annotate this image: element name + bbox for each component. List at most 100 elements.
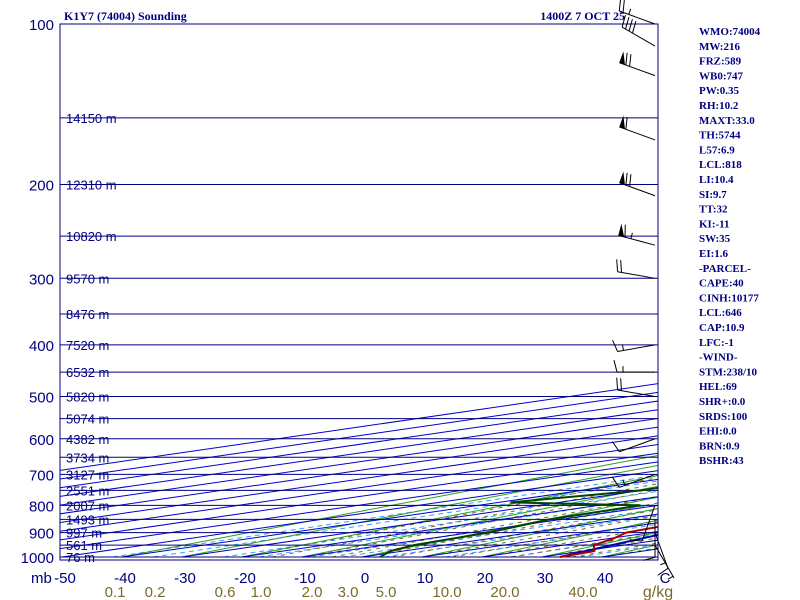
wind-barb-half-flag (667, 575, 674, 580)
mixing-ratio-label: 0.6 (215, 584, 236, 600)
sounding-index: HEL:69 (699, 381, 737, 393)
pressure-unit-label: mb (31, 570, 52, 587)
wind-barb (616, 377, 656, 398)
pressure-label: 600 (29, 432, 54, 449)
mixing-ratio-label: 0.2 (145, 584, 166, 600)
sounding-index: TT:32 (699, 204, 728, 216)
height-label: 10820 m (66, 229, 117, 244)
wind-barb-flag (622, 0, 625, 13)
mixing-ratio-label: 1.0 (251, 584, 272, 600)
pressure-label: 900 (29, 526, 54, 543)
wind-barb (616, 259, 656, 279)
background-grid (60, 24, 658, 558)
height-label: 5074 m (66, 412, 109, 427)
sounding-index: BRN:0.9 (699, 440, 740, 452)
mixing-ratio-label: 0.1 (105, 584, 126, 600)
height-labels: 14150 m 12310 m 10820 m 9570 m 8476 m 7520 m 6… (66, 111, 117, 565)
wind-barb-flag (620, 260, 623, 273)
sounding-index: CAP:10.9 (699, 322, 745, 334)
isotherm-line (60, 383, 658, 471)
temperature-label: 40 (597, 570, 614, 587)
wind-barb-staff (617, 344, 656, 352)
pressure-label: 800 (29, 498, 54, 515)
sounding-index: SW:35 (699, 233, 731, 245)
mixing-ratio-label: 40.0 (568, 584, 597, 600)
wind-barb-flag (625, 17, 630, 30)
temperature-profile-line (559, 525, 658, 558)
wind-barb-half-flag (628, 8, 632, 15)
wind-barb-staff (641, 505, 656, 542)
wind-barb (654, 544, 675, 580)
wind-barb-staff (617, 271, 656, 279)
wind-barbs (611, 0, 675, 580)
temperature-label: -40 (114, 570, 136, 587)
sounding-index: BSHR:43 (699, 455, 744, 467)
plot-frame (59, 23, 659, 561)
height-label: 4382 m (66, 432, 109, 447)
height-label: 8476 m (66, 307, 109, 322)
wind-barb-flag (629, 539, 643, 542)
height-label: 997 m (66, 526, 102, 541)
wind-barb-staff (654, 544, 675, 579)
sounding-index: CINH:10177 (699, 292, 759, 304)
sounding-index: LCL:818 (699, 159, 742, 171)
sounding-index: LCL:646 (699, 307, 742, 319)
isotherm-line (60, 409, 658, 497)
sounding-index: STM:238/10 (699, 366, 758, 378)
sounding-index: LI:10.4 (699, 174, 734, 186)
moist-adiabat-line (391, 509, 658, 558)
moist-adiabat-line (331, 495, 658, 558)
wind-barb-half-flag (621, 344, 624, 351)
temperature-label: -20 (234, 570, 256, 587)
temperature-label: -30 (174, 570, 196, 587)
wind-barb-pennant (619, 51, 625, 65)
wind-barb-flag (613, 360, 618, 373)
station-title: K1Y7 (74004) Sounding (64, 9, 187, 23)
pressure-label: 200 (29, 177, 54, 194)
wind-barb (629, 505, 656, 542)
temperature-label: 20 (477, 570, 494, 587)
wind-barb-flag (628, 19, 633, 32)
wind-barb-flag (625, 52, 628, 66)
isotherm-line (60, 452, 658, 541)
wind-barb (619, 115, 656, 141)
height-label: 2551 m (66, 483, 109, 498)
pressure-label: 100 (29, 17, 54, 34)
mixing-ratio-line (384, 514, 658, 558)
sounding-index: EHI:0.0 (699, 426, 737, 438)
height-label: 76 m (66, 550, 95, 565)
sounding-index: WB0:747 (699, 70, 744, 82)
isotherms (60, 383, 658, 558)
sounding-index: L57:6.9 (699, 144, 735, 156)
sounding-index: CAPE:40 (699, 278, 744, 290)
wind-barb-flag (620, 378, 623, 391)
wind-barb-flag (611, 441, 620, 453)
isotherm-line (60, 435, 658, 524)
mixing-ratio-label: 3.0 (338, 584, 359, 600)
isotherm-line (60, 417, 658, 506)
wind-barb-flag (611, 476, 620, 488)
height-label: 3127 m (66, 467, 109, 482)
sounding-index: SHR+:0.0 (699, 396, 746, 408)
wind-barb (613, 360, 655, 373)
isotherm-line (60, 461, 658, 550)
sounding-index: KI:-11 (699, 218, 730, 230)
isotherm-line (60, 400, 658, 489)
temperature-label: 10 (417, 570, 434, 587)
sounding-index: LFC:-1 (699, 337, 734, 349)
sounding-index: SRDS:100 (699, 411, 748, 423)
height-label: 3734 m (66, 450, 109, 465)
sounding-index: MAXT:33.0 (699, 115, 755, 127)
wind-barb (611, 473, 656, 488)
height-label: 12310 m (66, 177, 117, 192)
sounding-index: PW:0.35 (699, 85, 740, 97)
wind-barb-staff (619, 126, 656, 141)
sounding-index: FRZ:589 (699, 56, 742, 68)
wind-barb-flag (625, 116, 628, 130)
wind-barb-flag (657, 567, 669, 576)
wind-barb (618, 0, 656, 25)
sounding-index: WMO:74004 (699, 26, 761, 38)
moist-adiabats (241, 477, 658, 558)
wind-barb-flag (616, 259, 619, 272)
